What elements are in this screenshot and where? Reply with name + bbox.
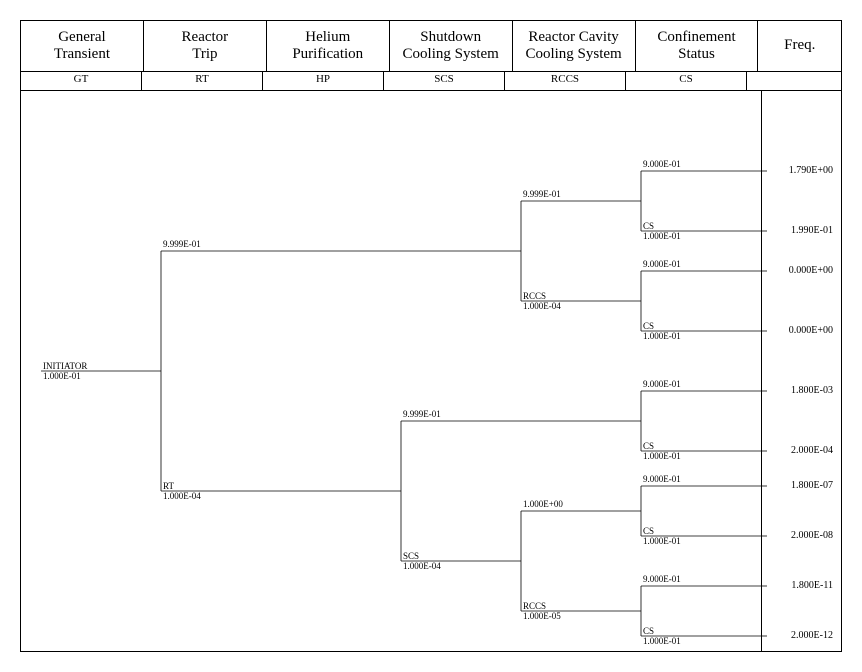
branch-label-top: 9.000E-01: [643, 160, 681, 170]
branch-label-bot: 1.000E-05: [523, 612, 561, 622]
header-cell: HeliumPurification: [267, 21, 390, 71]
branch-label-bot: 1.000E-01: [643, 452, 681, 462]
branch-label: 9.000E-01: [643, 380, 681, 390]
code-row: GTRTHPSCSRCCSCS: [21, 72, 841, 91]
tree-area: INITIATOR1.000E-01 9.999E-01 RT1.000E-04 9.…: [21, 91, 841, 651]
header-title-line: Freq.: [760, 37, 839, 54]
event-tree-container: GeneralTransientReactorTripHeliumPurific…: [20, 20, 842, 652]
branch-label: 9.999E-01: [163, 240, 201, 250]
branch-label-bot: 1.000E-04: [163, 492, 201, 502]
branch-label-top: 9.999E-01: [163, 240, 201, 250]
freq-value: 0.000E+00: [789, 325, 833, 336]
code-cell: RT: [142, 72, 263, 90]
branch-label: 9.000E-01: [643, 575, 681, 585]
branch-label-bot: 1.000E-01: [643, 232, 681, 242]
freq-value: 1.800E-03: [791, 385, 833, 396]
branch-label: INITIATOR1.000E-01: [43, 362, 87, 382]
branch-label-top: 9.000E-01: [643, 575, 681, 585]
branch-label: CS1.000E-01: [643, 222, 681, 242]
freq-divider: [761, 91, 762, 651]
branch-label: CS1.000E-01: [643, 627, 681, 647]
branch-label: 9.000E-01: [643, 475, 681, 485]
branch-label: 9.000E-01: [643, 160, 681, 170]
header-title-line: Cooling System: [515, 46, 633, 63]
code-cell: HP: [263, 72, 384, 90]
branch-label-bot: 1.000E-04: [523, 302, 561, 312]
freq-value: 1.990E-01: [791, 225, 833, 236]
freq-value: 2.000E-04: [791, 445, 833, 456]
branch-label: 9.999E-01: [523, 190, 561, 200]
branch-label: CS1.000E-01: [643, 527, 681, 547]
header-row: GeneralTransientReactorTripHeliumPurific…: [21, 21, 841, 72]
branch-label: CS1.000E-01: [643, 442, 681, 462]
code-cell: GT: [21, 72, 142, 90]
branch-label: RCCS1.000E-05: [523, 602, 561, 622]
branch-label-top: 9.000E-01: [643, 475, 681, 485]
freq-value: 1.800E-07: [791, 480, 833, 491]
code-cell: RCCS: [505, 72, 626, 90]
branch-label-top: 9.000E-01: [643, 380, 681, 390]
header-title-line: Status: [638, 46, 756, 63]
freq-value: 2.000E-12: [791, 630, 833, 641]
branch-label: SCS1.000E-04: [403, 552, 441, 572]
header-title-line: Trip: [146, 46, 264, 63]
code-cell: CS: [626, 72, 747, 90]
header-title-line: Reactor: [146, 29, 264, 46]
header-cell: GeneralTransient: [21, 21, 144, 71]
header-title-line: General: [23, 29, 141, 46]
freq-value: 0.000E+00: [789, 265, 833, 276]
branch-label: RCCS1.000E-04: [523, 292, 561, 312]
branch-label-top: 9.999E-01: [403, 410, 441, 420]
code-cell: SCS: [384, 72, 505, 90]
branch-label: 9.000E-01: [643, 260, 681, 270]
branch-label-bot: 1.000E-01: [643, 637, 681, 647]
code-cell: [747, 72, 827, 90]
header-cell: ConfinementStatus: [636, 21, 759, 71]
branch-label-bot: 1.000E-01: [643, 332, 681, 342]
branch-label: RT1.000E-04: [163, 482, 201, 502]
branch-label-top: 9.999E-01: [523, 190, 561, 200]
header-title-line: Purification: [269, 46, 387, 63]
branch-label-top: 1.000E+00: [523, 500, 563, 510]
header-cell: ReactorTrip: [144, 21, 267, 71]
header-title-line: Helium: [269, 29, 387, 46]
freq-value: 2.000E-08: [791, 530, 833, 541]
freq-value: 1.800E-11: [791, 580, 833, 591]
header-cell: ShutdownCooling System: [390, 21, 513, 71]
header-cell: Freq.: [758, 21, 841, 71]
header-title-line: Reactor Cavity: [515, 29, 633, 46]
header-title-line: Confinement: [638, 29, 756, 46]
branch-label: 9.999E-01: [403, 410, 441, 420]
branch-label-bot: 1.000E-01: [43, 372, 87, 382]
header-title-line: Transient: [23, 46, 141, 63]
header-cell: Reactor CavityCooling System: [513, 21, 636, 71]
branch-label-bot: 1.000E-01: [643, 537, 681, 547]
freq-value: 1.790E+00: [789, 165, 833, 176]
branch-label: 1.000E+00: [523, 500, 563, 510]
header-title-line: Cooling System: [392, 46, 510, 63]
header-title-line: Shutdown: [392, 29, 510, 46]
branch-label-bot: 1.000E-04: [403, 562, 441, 572]
branch-label: CS1.000E-01: [643, 322, 681, 342]
branch-label-top: 9.000E-01: [643, 260, 681, 270]
